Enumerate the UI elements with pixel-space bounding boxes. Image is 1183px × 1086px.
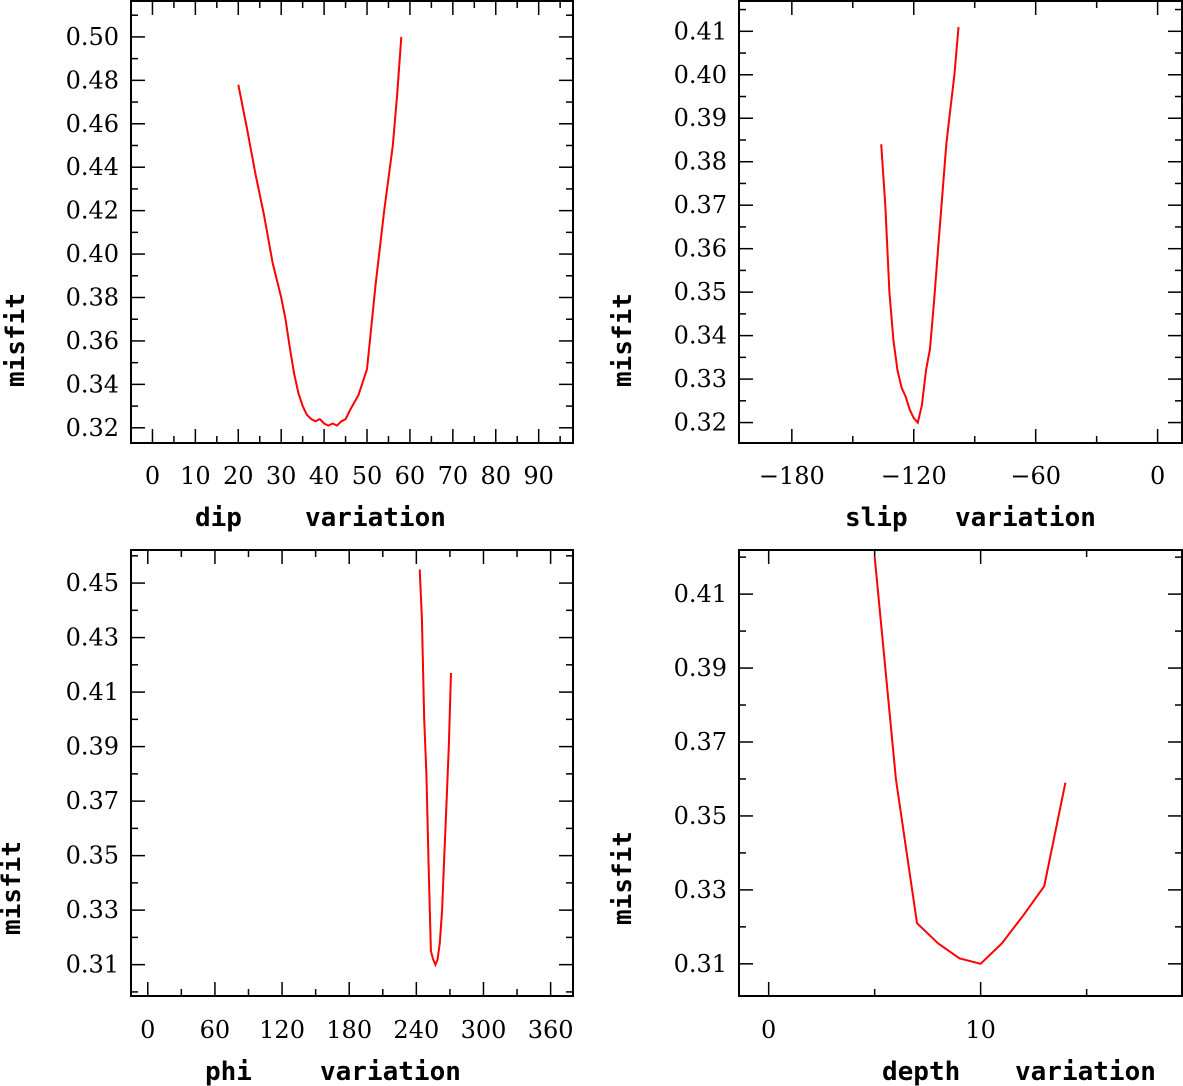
x-axis-label: phi <box>205 1057 252 1086</box>
y-tick-label: 0.42 <box>66 197 119 225</box>
y-tick-label: 0.35 <box>674 802 727 830</box>
y-tick-label: 0.43 <box>66 624 119 652</box>
y-axis-label: misfit <box>0 841 27 935</box>
x-axis-label: dip <box>195 503 242 533</box>
x-tick-label: 60 <box>200 1016 231 1044</box>
plot-frame <box>738 0 1183 444</box>
misfit-series-line <box>237 36 403 427</box>
x-tick-label: 90 <box>523 462 554 490</box>
y-tick-label: 0.33 <box>674 365 727 393</box>
panel-3: 0 60 120 180 240 300 360 0.31 0.33 0.35 0.37 0.39 0.… <box>0 549 574 1086</box>
y-tick-label: 0.31 <box>674 950 727 978</box>
y-tick-label: 0.37 <box>66 787 119 815</box>
x-axis-label: slip <box>845 503 908 533</box>
x-tick-label: 300 <box>461 1016 507 1044</box>
panel-2: −180 −120 −60 0 0.32 0.33 0.34 0.35 0.36 0.37 0.38… <box>608 0 1183 533</box>
x-tick-label: 40 <box>309 462 340 490</box>
y-tick-label: 0.33 <box>674 876 727 904</box>
y-tick-label: 0.36 <box>66 327 119 355</box>
y-tick-label: 0.41 <box>66 678 119 706</box>
x-tick-label: 30 <box>266 462 297 490</box>
y-tick-label: 0.33 <box>66 896 119 924</box>
x-tick-label: 120 <box>259 1016 305 1044</box>
y-tick-label: 0.32 <box>66 414 119 442</box>
x-tick-label: 360 <box>528 1016 574 1044</box>
y-tick-label: 0.35 <box>66 842 119 870</box>
x-tick-label: 60 <box>395 462 426 490</box>
panel-1: 0 10 20 30 40 50 60 70 80 90 0.32 0.34 0.36 0.38 0.40 0… <box>1 0 574 533</box>
x-axis-label-variation: variation <box>955 503 1096 533</box>
y-tick-label: 0.35 <box>674 278 727 306</box>
y-axis-label: misfit <box>1 293 31 387</box>
x-tick-label: 50 <box>352 462 383 490</box>
y-tick-label: 0.39 <box>674 654 727 682</box>
x-tick-label: 240 <box>393 1016 439 1044</box>
y-tick-label: 0.39 <box>674 104 727 132</box>
plot-frame <box>130 0 574 444</box>
y-axis-label: misfit <box>608 831 638 925</box>
y-tick-label: 0.41 <box>674 580 727 608</box>
x-tick-label: 70 <box>438 462 469 490</box>
y-tick-label: 0.40 <box>674 61 727 89</box>
y-tick-label: 0.40 <box>66 240 119 268</box>
y-tick-label: 0.38 <box>674 148 727 176</box>
plot-frame <box>130 549 574 997</box>
y-tick-label: 0.45 <box>66 569 119 597</box>
misfit-series-line <box>873 557 1067 965</box>
plot-frame <box>738 549 1183 997</box>
y-tick-label: 0.48 <box>66 66 119 94</box>
y-tick-label: 0.32 <box>674 409 727 437</box>
y-tick-label: 0.46 <box>66 110 119 138</box>
y-tick-label: 0.34 <box>66 370 119 398</box>
y-tick-label: 0.50 <box>66 23 119 51</box>
x-tick-label: 20 <box>223 462 254 490</box>
x-tick-label: 80 <box>480 462 511 490</box>
x-tick-label: 0 <box>145 462 160 490</box>
y-tick-label: 0.37 <box>674 191 727 219</box>
misfit-series-line <box>880 26 960 425</box>
y-axis-label: misfit <box>608 293 638 387</box>
panel-4: 0 10 0.31 0.33 0.35 0.37 0.39 0.41 depth variatio… <box>608 549 1183 1086</box>
y-tick-label: 0.36 <box>674 235 727 263</box>
x-tick-label: −180 <box>759 462 825 490</box>
y-tick-label: 0.37 <box>674 728 727 756</box>
y-tick-label: 0.31 <box>66 951 119 979</box>
y-tick-label: 0.39 <box>66 733 119 761</box>
x-axis-label-variation: variation <box>1015 1057 1156 1086</box>
x-tick-label: 10 <box>180 462 211 490</box>
x-axis-label-variation: variation <box>305 503 446 533</box>
y-tick-label: 0.34 <box>674 322 727 350</box>
x-axis-label-variation: variation <box>320 1057 461 1086</box>
x-tick-label: 0 <box>761 1016 776 1044</box>
x-tick-label: 10 <box>965 1016 996 1044</box>
y-tick-label: 0.38 <box>66 284 119 312</box>
misfit-series-line <box>418 569 452 968</box>
y-tick-label: 0.41 <box>674 17 727 45</box>
x-tick-label: 0 <box>1150 462 1165 490</box>
x-axis-label: depth <box>882 1057 960 1086</box>
x-tick-label: 180 <box>326 1016 372 1044</box>
x-tick-label: −60 <box>1010 462 1061 490</box>
x-tick-label: 0 <box>140 1016 155 1044</box>
x-tick-label: −120 <box>881 462 947 490</box>
y-tick-label: 0.44 <box>66 153 119 181</box>
